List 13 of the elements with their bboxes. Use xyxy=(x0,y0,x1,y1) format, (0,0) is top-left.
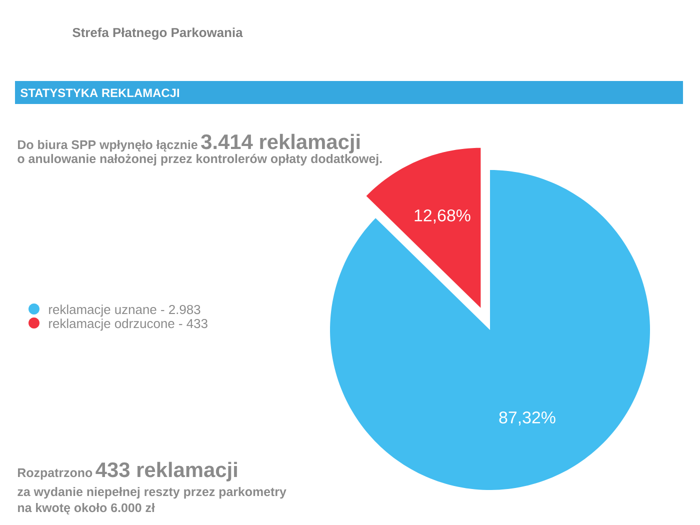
text: 433 reklamacji xyxy=(96,462,237,482)
text: za wydanie niepełnej reszty przez parkometry xyxy=(18,486,286,499)
chart-title: Strefa Płatnego Parkowania xyxy=(72,28,243,40)
chart-subtitle: STATYSTYKA REKLAMACJI xyxy=(20,88,180,98)
text: Rozpatrzono xyxy=(18,468,92,480)
text: 3.414 reklamacji xyxy=(201,134,360,154)
text: na kwotę około 6.000 zł xyxy=(18,502,155,514)
legend-label: reklamacje odrzucone - 433 xyxy=(49,318,208,331)
data-label: 12,68% xyxy=(414,209,470,224)
data-label: 87,32% xyxy=(499,411,556,426)
legend-label: reklamacje uznane - 2.983 xyxy=(49,304,200,317)
text: Do biura SPP wpłynęło łącznie xyxy=(18,140,198,152)
text: o anulowanie nałożonej przez kontrolerów opłaty dodatkowej. xyxy=(18,154,382,166)
